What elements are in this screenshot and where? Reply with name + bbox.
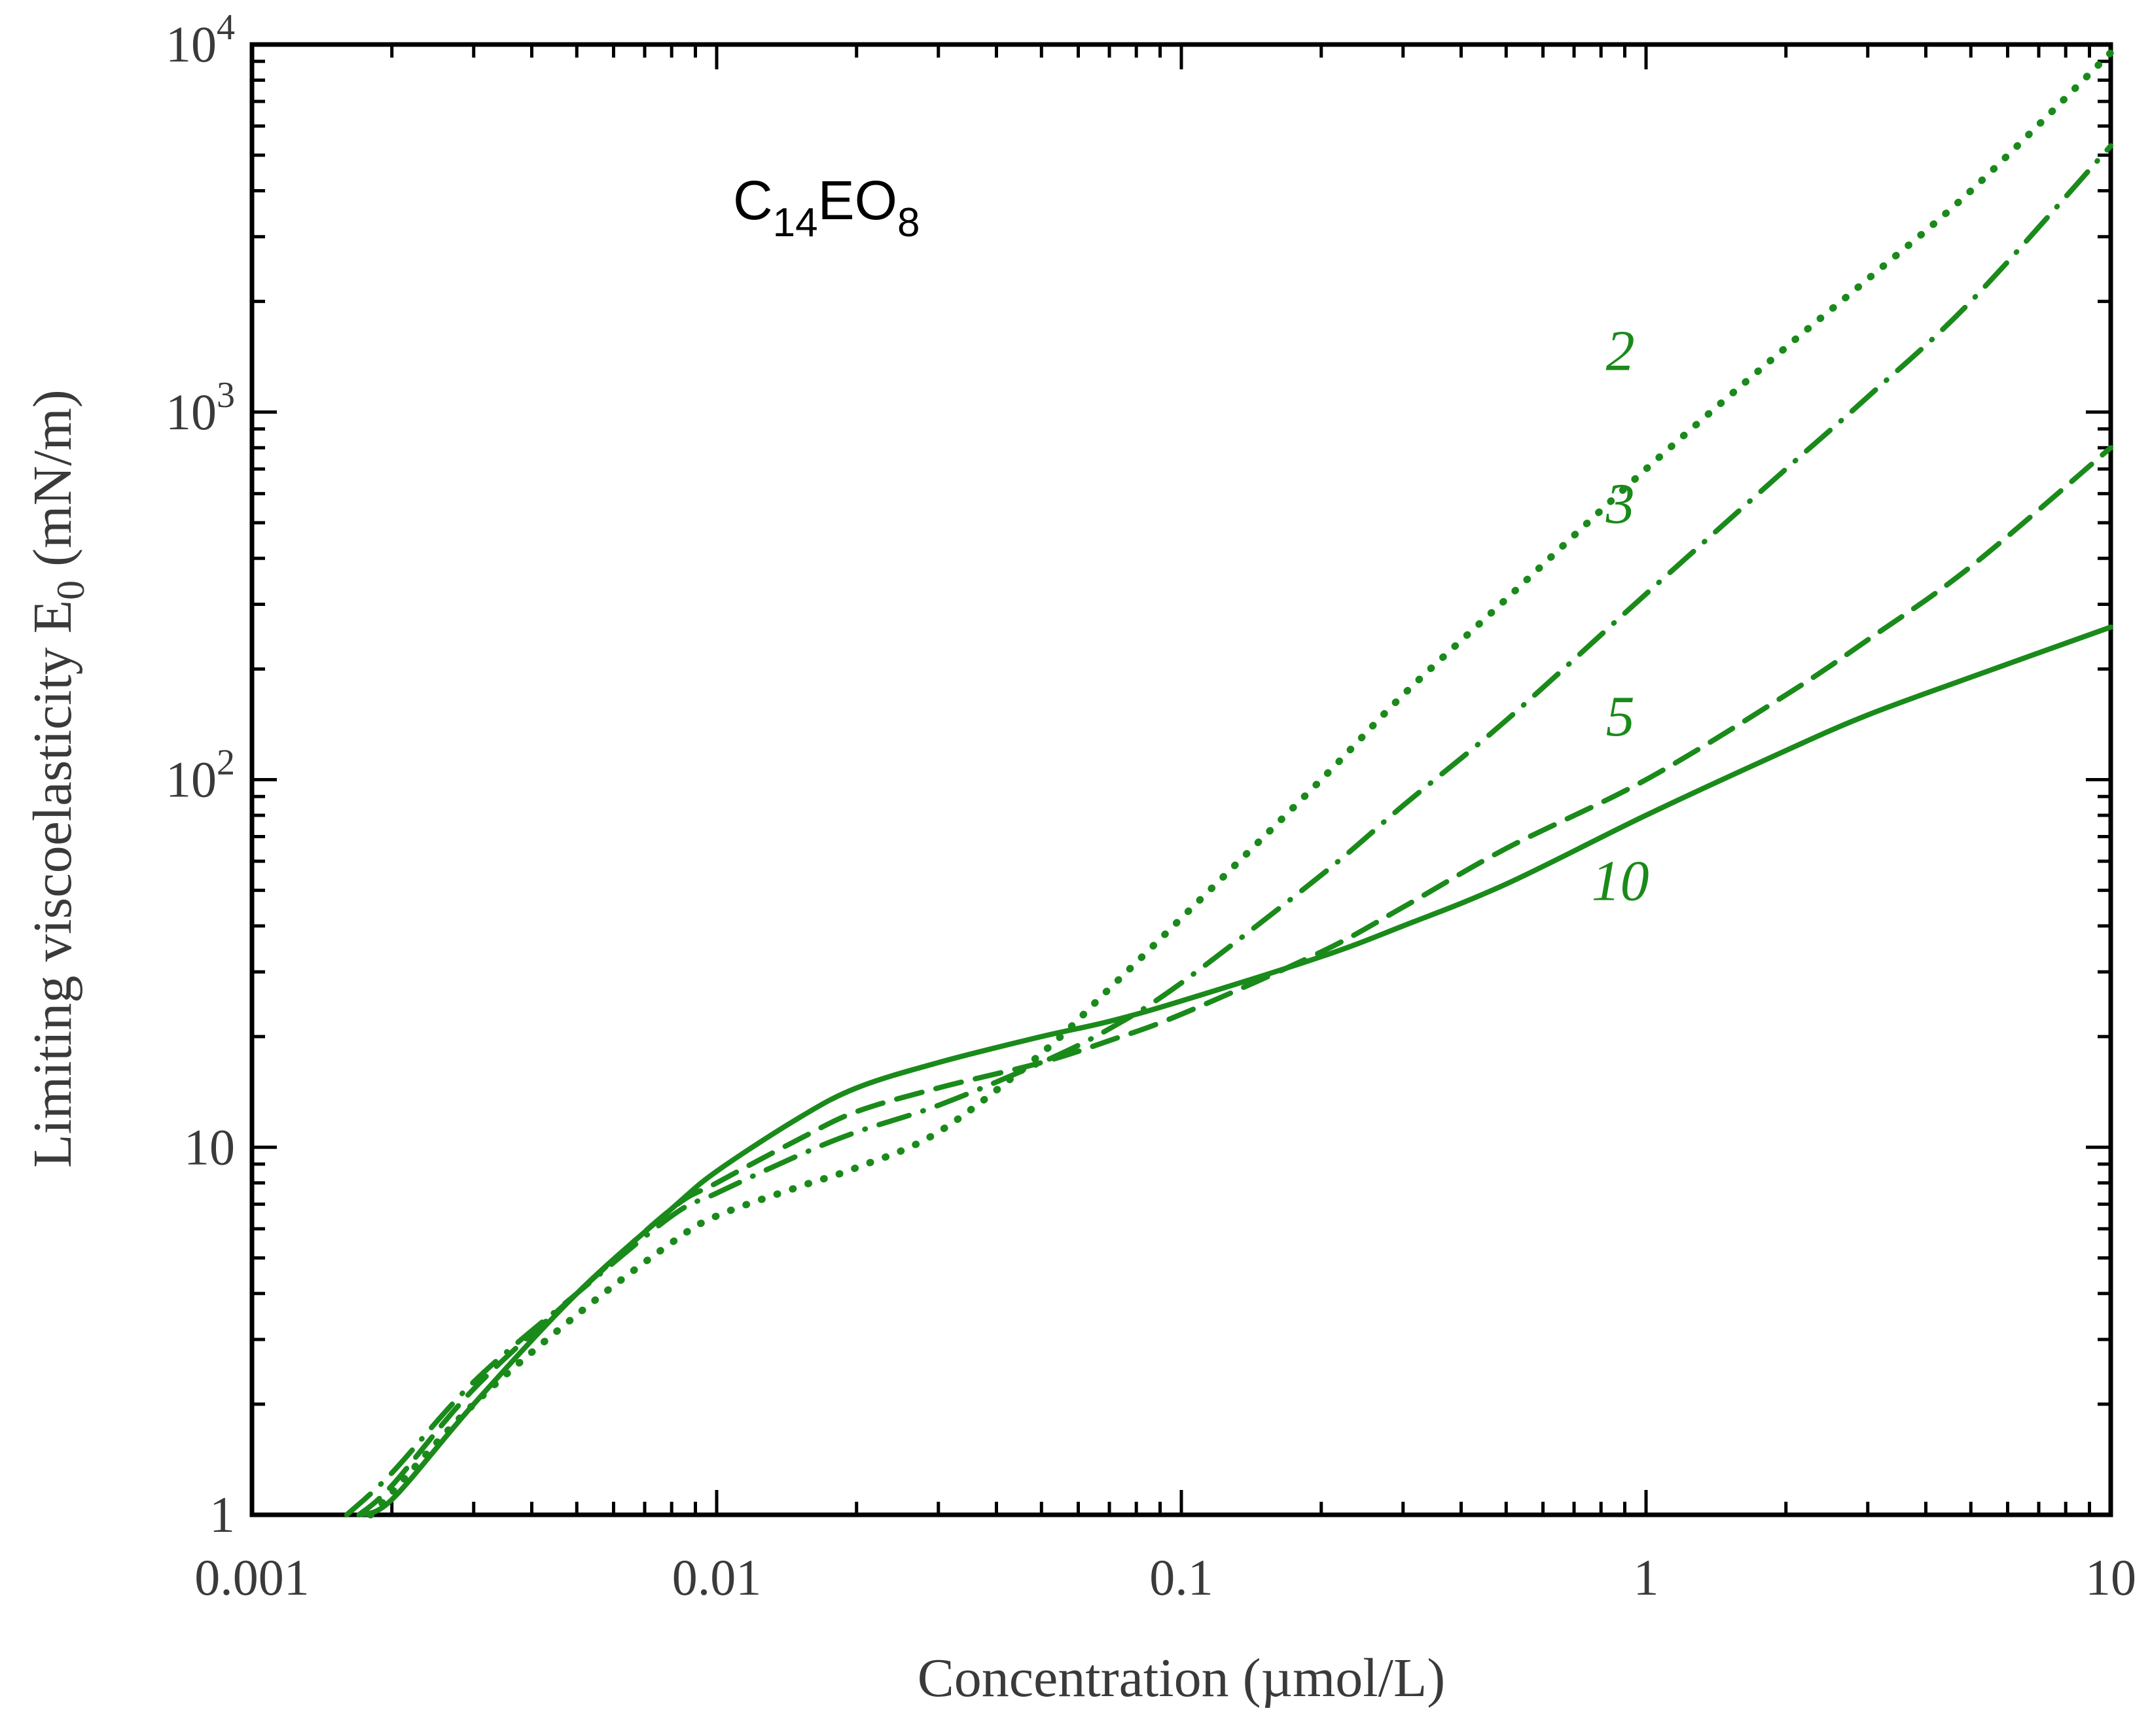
y-tick-label: 103	[166, 375, 235, 440]
compound-annotation: C14EO8	[733, 169, 920, 245]
x-axis-title: Concentration (µmol/L)	[918, 1648, 1446, 1709]
x-tick-label: 0.001	[194, 1549, 310, 1606]
series-label-2: 2	[1606, 320, 1635, 383]
y-tick-label: 104	[166, 7, 235, 73]
y-tick-label: 1	[209, 1486, 235, 1543]
series-label-5: 5	[1606, 685, 1635, 749]
series-line-2	[367, 49, 2115, 1519]
y-axis-title: Limiting viscoelasticity E0 (mN/m)	[22, 389, 92, 1167]
plot-area	[249, 42, 2113, 1517]
series-label-10: 10	[1592, 850, 1649, 913]
series-layer	[344, 49, 2115, 1519]
x-tick-label: 1	[1634, 1549, 1659, 1606]
x-tick-label: 0.01	[672, 1549, 762, 1606]
series-line-10	[356, 624, 2113, 1517]
series-label-3: 3	[1605, 472, 1635, 536]
x-tick-label: 0.1	[1149, 1549, 1213, 1606]
tick-labels: 0.001 0.01 0.1 1 10 1 10 102 103 104 2 3 5 10	[166, 7, 2136, 1606]
x-tick-label: 10	[2085, 1549, 2136, 1606]
y-tick-label: 102	[166, 743, 235, 808]
y-tick-label: 10	[184, 1118, 235, 1175]
